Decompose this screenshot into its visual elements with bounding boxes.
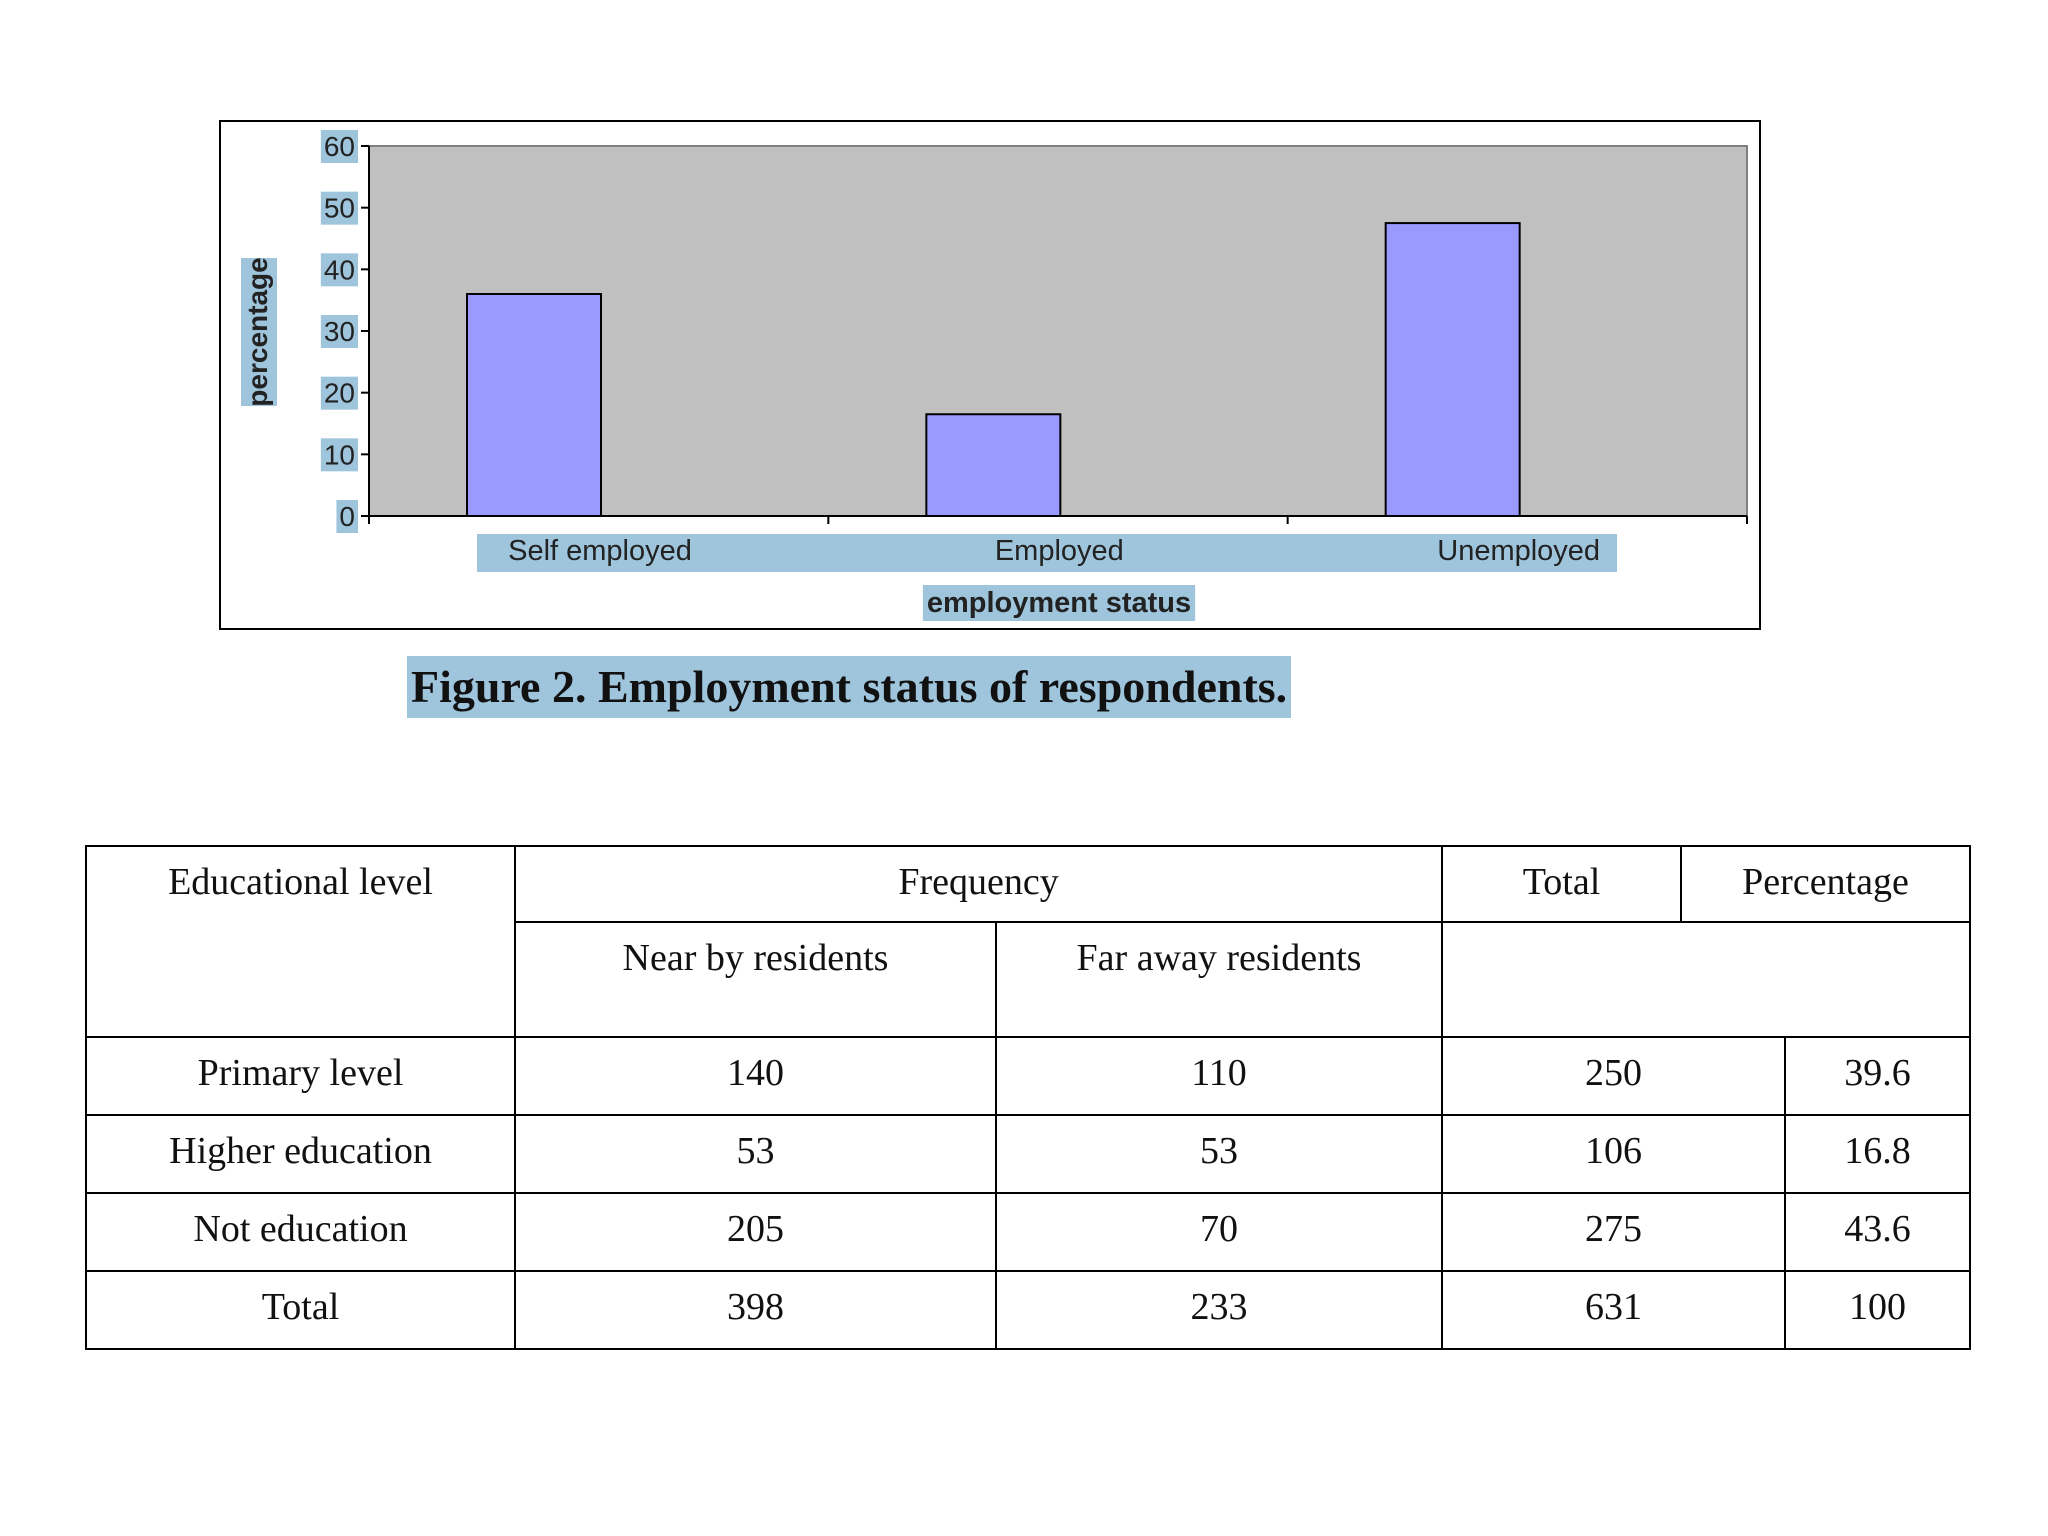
x-tick-label: Self employed [508,535,692,567]
y-axis-title-highlight [241,258,277,406]
y-tick-label: 10 [324,439,355,470]
header-far-away-residents: Far away residents [994,921,1444,1038]
total-value: 275 [1441,1192,1787,1272]
header-near-by-residents: Near by residents [514,921,997,1038]
far-away-value: 53 [994,1114,1444,1194]
y-tick-label-highlight [320,376,358,410]
row-label: Primary level [85,1036,516,1116]
y-tick-label-highlight [320,130,358,163]
row-label: Not education [85,1192,516,1272]
header-frequency: Frequency [513,845,1444,923]
table-row: Total 398 233 631 100 [85,1270,1972,1350]
far-away-value: 110 [994,1036,1444,1116]
y-axis-title: percentage [242,257,273,406]
row-label: Total [85,1270,516,1350]
chart-frame: 0 10 20 30 40 50 60 Self employed Employed Unempl… [219,120,1761,630]
x-tick-label: Employed [995,535,1124,567]
header-empty-cell [1441,921,1972,1038]
y-tick-label-highlight [320,191,358,225]
x-tick-label: Unemployed [1437,535,1600,567]
y-tick-label: 50 [324,193,355,224]
percentage-value: 39.6 [1784,1036,1972,1116]
x-axis-title: employment status [927,587,1191,619]
percentage-value: 43.6 [1784,1192,1972,1272]
y-tick-label: 40 [324,254,355,285]
education-table: Educational level Frequency Total Percen… [85,845,1972,1350]
y-tick-label: 20 [324,378,355,409]
far-away-value: 70 [994,1192,1444,1272]
figure-caption: Figure 2. Employment status of responden… [407,656,1292,718]
table-row: Higher education 53 53 106 16.8 [85,1114,1972,1194]
bar [1384,222,1521,517]
header-educational-level: Educational level [85,845,516,1038]
percentage-value: 16.8 [1784,1114,1972,1194]
y-tick-label-highlight [320,438,358,472]
x-tick-label-highlight [477,534,1617,572]
bar [925,413,1062,517]
total-value: 250 [1441,1036,1787,1116]
y-tick-label: 0 [339,501,355,532]
header-total: Total [1441,845,1683,923]
y-tick-label: 60 [324,131,355,162]
bar-chart: 0 10 20 30 40 50 60 Self employed Employed Unempl… [241,130,1748,621]
total-value: 631 [1441,1270,1787,1350]
header-percentage: Percentage [1680,845,1972,923]
x-axis-title-highlight [922,585,1196,621]
near-by-value: 53 [514,1114,997,1194]
y-tick-label-highlight [320,253,358,287]
far-away-value: 233 [994,1270,1444,1350]
row-label: Higher education [85,1114,516,1194]
bar [466,293,602,517]
table-row: Primary level 140 110 250 39.6 [85,1036,1972,1116]
percentage-value: 100 [1784,1270,1972,1350]
y-tick-label-highlight [320,315,358,348]
y-tick-label-highlight [336,500,358,533]
table-row: Not education 205 70 275 43.6 [85,1192,1972,1272]
near-by-value: 140 [514,1036,997,1116]
y-tick-label: 30 [324,316,355,347]
near-by-value: 205 [514,1192,997,1272]
near-by-value: 398 [514,1270,997,1350]
total-value: 106 [1441,1114,1787,1194]
